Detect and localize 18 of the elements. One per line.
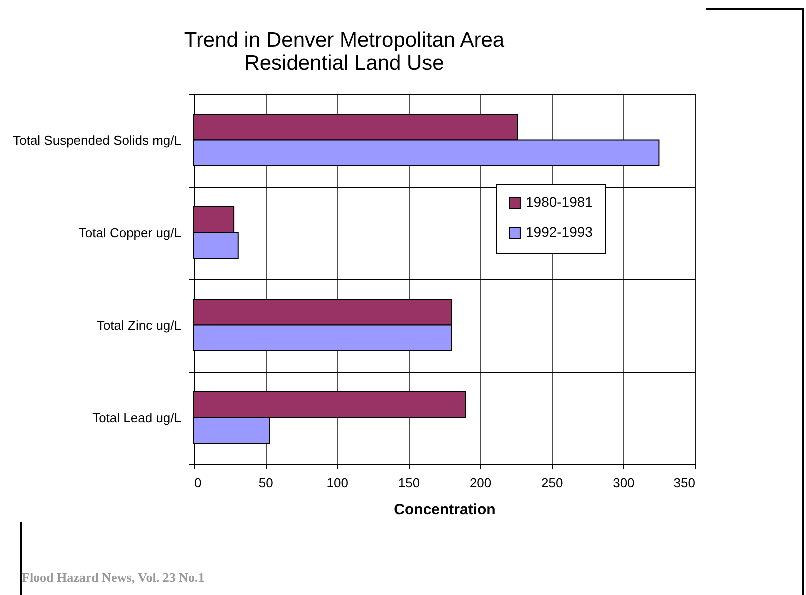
y-tick-label: Total Lead ug/L (92, 410, 182, 426)
legend-label: 1992-1993 (526, 224, 594, 240)
x-tick-label: 300 (613, 476, 635, 490)
y-tick-label: Total Suspended Solids mg/L (13, 132, 182, 148)
x-tick-label: 250 (542, 476, 564, 490)
x-tick-label: 50 (258, 476, 274, 490)
x-tick-label: 150 (398, 476, 420, 490)
x-tick-label: 350 (674, 476, 696, 490)
x-tick-label: 100 (326, 476, 348, 490)
y-tick-label: Total Copper ug/L (78, 225, 182, 240)
x-tick-label: 200 (470, 476, 492, 490)
x-axis-title: Concentration (394, 502, 496, 518)
legend-label: 1980-1981 (526, 194, 594, 210)
y-tick-label: Total Zinc ug/L (96, 318, 182, 333)
text: Residential Land Use (244, 52, 444, 75)
x-tick-label: 0 (194, 476, 202, 490)
text: Trend in Denver Metropolitan Area (184, 29, 505, 52)
text: Flood Hazard News, Vol. 23 No.1 (22, 570, 205, 586)
